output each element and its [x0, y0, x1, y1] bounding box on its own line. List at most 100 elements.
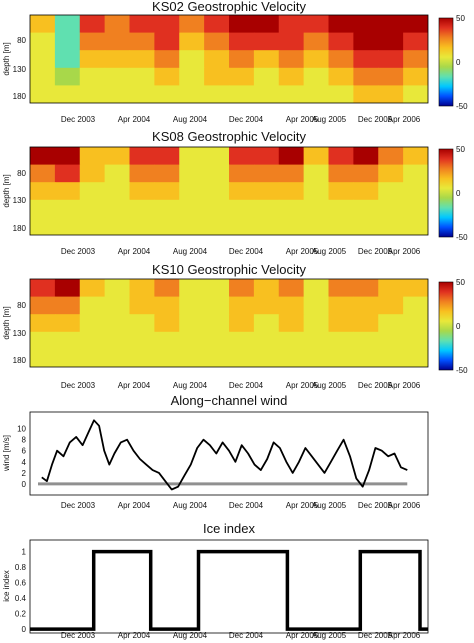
heatmap-cell [378, 331, 404, 350]
heatmap-cell [253, 164, 280, 183]
x-tick-label: Aug 2004 [173, 247, 208, 256]
heatmap-cell [154, 182, 180, 201]
y-tick-label: 0.2 [15, 610, 27, 619]
y-tick-label: 0 [22, 480, 27, 489]
heatmap-cell [403, 164, 428, 183]
heatmap-cell [403, 182, 428, 201]
heatmap-cell [303, 296, 330, 315]
heatmap-cell [129, 50, 155, 69]
x-tick-label: Dec 2003 [61, 501, 96, 510]
y-tick-label: 80 [17, 301, 26, 310]
heatmap-cell [303, 331, 330, 350]
heatmap-cell [328, 279, 354, 298]
x-tick-label: Apr 2006 [388, 501, 421, 510]
heatmap-cell [104, 182, 131, 201]
x-tick-label: Apr 2005 [286, 115, 319, 124]
heatmap-cell [403, 199, 428, 218]
panel-title: Along−channel wind [171, 393, 288, 408]
heatmap-cell [278, 164, 305, 183]
heatmap-cell [229, 296, 255, 315]
heatmap-cell [104, 199, 131, 218]
y-tick-label: 180 [13, 356, 27, 365]
heatmap-cell [129, 85, 155, 103]
heatmap-cell [104, 217, 131, 235]
heatmap-cell [328, 164, 354, 183]
heatmap-cell [278, 296, 305, 315]
heatmap-cell [54, 147, 81, 166]
heatmap-cell [353, 331, 379, 350]
heatmap-cell [54, 15, 81, 34]
heatmap-cell [30, 296, 56, 315]
heatmap-cell [54, 296, 81, 315]
x-tick-label: Dec 2005 [358, 115, 393, 124]
heatmap-cell [303, 279, 330, 298]
heatmap-cell [79, 32, 106, 51]
heatmap-cell [378, 67, 404, 86]
heatmap-cell [204, 331, 230, 350]
x-tick-label: Aug 2005 [312, 115, 347, 124]
x-tick-label: Apr 2005 [286, 381, 319, 390]
heatmap-cell [378, 147, 404, 166]
heatmap-cell [54, 85, 81, 103]
y-tick-label: 0 [22, 625, 27, 634]
heatmap-cell [378, 164, 404, 183]
heatmap-cell [179, 349, 205, 367]
heatmap-cell [278, 15, 305, 34]
heatmap-cell [179, 15, 205, 34]
heatmap-cell [403, 331, 428, 350]
y-tick-label: 4 [22, 458, 27, 467]
plot-frame [29, 411, 429, 496]
heatmap-cell [154, 199, 180, 218]
heatmap-cell [179, 199, 205, 218]
heatmap-cell [278, 199, 305, 218]
heatmap-cell [278, 32, 305, 51]
heatmap-cell [303, 32, 330, 51]
heatmap-cell [179, 182, 205, 201]
heatmap-cell [30, 279, 56, 298]
heatmap-cell [378, 50, 404, 69]
panel-ice: Ice index ice index 0 0.2 0.4 0.6 0.8 1 [2, 521, 429, 634]
heatmap-cell [104, 331, 131, 350]
heatmap-cell [378, 85, 404, 103]
y-tick-label: 10 [17, 425, 26, 434]
heatmap-cell [129, 32, 155, 51]
heatmap-cell [353, 32, 379, 51]
heatmap-cell [79, 85, 106, 103]
heatmap-cell [54, 199, 81, 218]
y-tick-label: 2 [22, 469, 27, 478]
heatmap-cell [378, 32, 404, 51]
heatmap-cell [328, 296, 354, 315]
y-axis-label: depth [m] [2, 174, 11, 207]
heatmap-cell [229, 279, 255, 298]
heatmap-cell [30, 147, 56, 166]
heatmap-cell [54, 314, 81, 333]
heatmap-cell [104, 85, 131, 103]
panel-title: KS02 Geostrophic Velocity [152, 0, 306, 14]
colorbar-tick-label: -50 [456, 366, 468, 375]
heatmap-cells [30, 15, 428, 103]
heatmap-cell [154, 296, 180, 315]
heatmap-cell [179, 147, 205, 166]
heatmap-cell [154, 147, 180, 166]
heatmap-cell [378, 314, 404, 333]
y-axis-label: depth [m] [2, 42, 11, 75]
colorbar-tick-label: 0 [456, 322, 461, 331]
heatmap-cell [403, 296, 428, 315]
x-tick-label: Aug 2004 [173, 631, 208, 640]
y-tick-label: 1 [22, 548, 27, 557]
heatmap-cells [30, 279, 428, 367]
colorbar-bar [438, 281, 454, 371]
heatmap-cell [403, 279, 428, 298]
heatmap-cell [328, 182, 354, 201]
heatmap-cell [229, 15, 255, 34]
heatmap-cell [129, 279, 155, 298]
heatmap-cell [30, 32, 56, 51]
y-tick-label: 130 [13, 196, 27, 205]
heatmap-cell [154, 67, 180, 86]
colorbar-bar [438, 148, 454, 238]
plot-frame [29, 14, 429, 104]
heatmap-cell [328, 147, 354, 166]
heatmap-cell [30, 15, 56, 34]
heatmap-cell [179, 279, 205, 298]
heatmap-cell [204, 85, 230, 103]
